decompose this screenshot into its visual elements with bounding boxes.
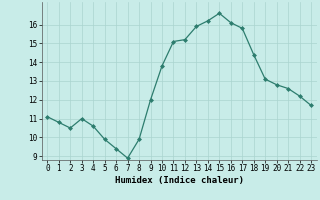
X-axis label: Humidex (Indice chaleur): Humidex (Indice chaleur) xyxy=(115,176,244,185)
